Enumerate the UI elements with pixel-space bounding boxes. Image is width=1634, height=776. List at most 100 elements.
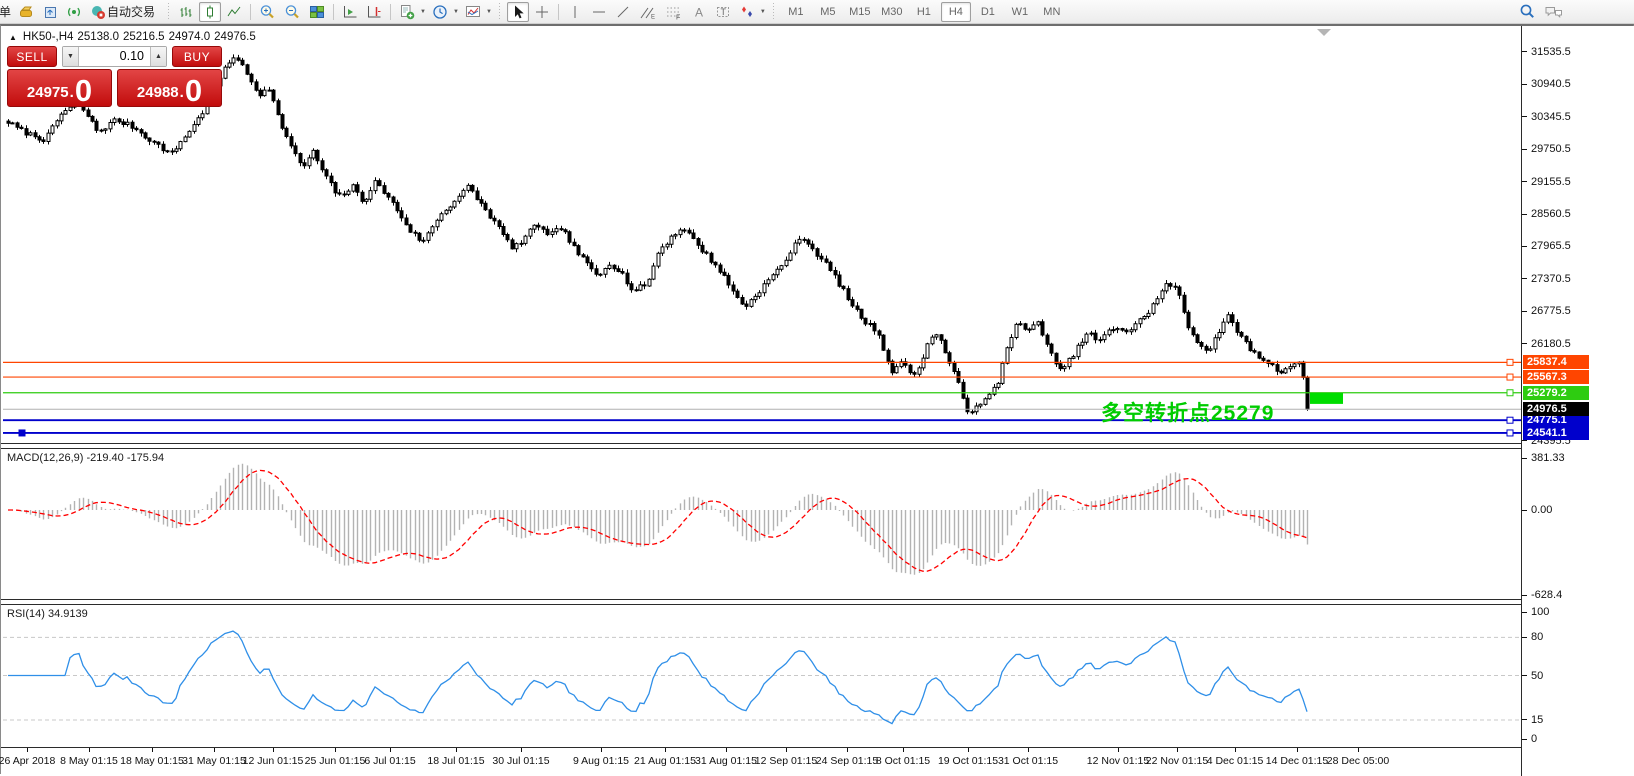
templates-button[interactable] [462,2,484,22]
axis-tick-mark [1522,719,1527,721]
timeframe-m30-button[interactable]: M30 [881,5,903,18]
svg-text:A: A [695,5,703,19]
auto-scroll-button[interactable] [339,2,361,22]
time-axis-tick [601,748,602,752]
timeframe-w1-button[interactable]: W1 [1011,5,1029,18]
templates-dropdown-icon[interactable]: ▼ [485,8,492,15]
price-level-label[interactable]: 24775.1 [1523,413,1589,428]
volume-value[interactable]: 0.10 [119,49,144,63]
chart-annotation-text[interactable]: 多空转折点25279 [1101,402,1275,425]
axis-tick-mark [1522,738,1527,740]
timeframe-m1-button[interactable]: M1 [788,5,804,18]
ohlc-open: 25138.0 [77,31,119,43]
signal-icon[interactable] [63,2,85,22]
axis-tick-label: 30940.5 [1531,78,1571,91]
main-price-chart[interactable] [3,28,1521,443]
timeframe-m15-button[interactable]: M15 [849,5,871,18]
vertical-line-tool-button[interactable] [564,2,586,22]
time-axis[interactable]: 26 Apr 2018 8 May 01:15 18 May 01:15 31 May… [0,747,1521,776]
toolbar-grip[interactable] [497,2,502,21]
buy-button[interactable]: BUY [172,46,222,67]
trendline-tool-button[interactable] [612,2,634,22]
add-indicator-button[interactable] [396,2,418,22]
timeframe-h1-button[interactable]: H1 [916,5,931,18]
crosshair-tool-button[interactable] [531,2,553,22]
timeframe-h4-button[interactable]: H4 [940,1,971,22]
candlestick-chart-type-button[interactable] [199,1,222,22]
line-chart-type-button[interactable] [223,2,245,22]
timeframe-mn-button[interactable]: MN [1043,5,1061,18]
time-axis-tick [968,748,969,752]
sell-button[interactable]: SELL [7,46,57,67]
hline-handle [18,429,26,437]
axis-tick-label: 27370.5 [1531,272,1571,285]
add-indicator-dropdown-icon[interactable]: ▼ [420,8,426,15]
time-axis-tick [903,748,904,752]
chart-shift-button[interactable] [363,2,385,22]
axis-tick-mark [1522,509,1527,511]
text-tool-button[interactable]: A [688,2,710,22]
gold-book-icon[interactable] [15,2,37,22]
tile-windows-button[interactable] [306,2,328,22]
axis-tick-label: -628.4 [1531,589,1563,602]
time-axis-label: 18 May 01:15 [120,755,184,767]
arrows-tool-button[interactable] [736,2,758,22]
price-level-label[interactable]: 25279.2 [1523,385,1589,400]
bid-price-big-digit: 0 [74,72,93,108]
price-level-label[interactable]: 24541.1 [1523,425,1589,440]
bid-price-button[interactable]: 24975. 0 [7,69,112,107]
macd-indicator-label: MACD(12,26,9) -219.40 -175.94 [7,452,165,464]
periods-dropdown-icon[interactable]: ▼ [452,8,459,15]
periods-button[interactable] [429,2,451,22]
bar-chart-type-button[interactable] [175,2,197,22]
auto-trading-button[interactable]: 自动交易 [87,2,161,22]
time-axis-label: 12 Jun 01:15 [242,755,304,767]
ohlc-close: 24976.5 [214,31,256,43]
chat-icon[interactable] [1541,2,1567,22]
text-label-tool-button[interactable]: T [712,2,734,22]
price-level-label[interactable]: 25837.4 [1523,355,1589,370]
time-axis-label: 22 Nov 01:15 [1145,755,1209,767]
toolbar-grip[interactable] [771,2,776,21]
time-axis-label: 31 Aug 01:15 [695,755,757,767]
timeframe-toolbar: M1 M5 M15 M30 H1 H4 D1 W1 MN [780,1,1068,22]
equidistant-channel-tool-button[interactable]: E [636,2,660,22]
timeframe-m5-button[interactable]: M5 [820,5,836,18]
chart-shift-marker-icon[interactable] [1317,29,1331,36]
search-icon[interactable] [1516,2,1539,22]
publish-chart-icon[interactable] [39,2,61,22]
price-level-label[interactable]: 24976.5 [1523,402,1589,417]
volume-decrease-button[interactable]: ▼ [63,47,79,66]
toolbar-separator [250,3,252,20]
fibonacci-tool-button[interactable]: F [662,2,686,22]
collapse-trade-panel-icon[interactable]: ▲ [9,33,17,42]
cursor-tool-button[interactable] [506,1,529,22]
chart-window: ▲ HK50-,H4 25138.0 25216.5 24974.0 24976.5 SE… [0,24,1634,776]
price-axis[interactable]: 31535.5 30940.5 30345.5 29750.5 29155.5 28560… [1521,26,1634,776]
toolbar-grip[interactable] [166,2,171,21]
new-order-button[interactable]: 订单 [0,5,12,19]
toolbar-separator [333,3,335,20]
volume-increase-button[interactable]: ▲ [150,47,166,66]
time-axis-label: 25 Jun 01:15 [304,755,366,767]
ask-price-button[interactable]: 24988. 0 [117,69,222,107]
panel-separator[interactable] [1,599,1521,605]
ask-price-dot: . [179,84,184,101]
bid-price-main: 24975 [26,84,69,101]
axis-tick-label: 30345.5 [1531,110,1571,123]
price-level-label[interactable]: 25567.3 [1523,370,1589,385]
time-axis-tick [1028,748,1029,752]
axis-tick-label: 28560.5 [1531,208,1571,221]
axis-tick-label: 27965.5 [1531,240,1571,253]
horizontal-line-tool-button[interactable] [588,2,610,22]
timeframe-d1-button[interactable]: D1 [980,5,995,18]
arrows-dropdown-icon[interactable]: ▼ [759,8,766,15]
rsi-indicator-panel[interactable] [3,605,1521,747]
time-axis-tick [1235,748,1236,752]
zoom-in-button[interactable] [256,2,279,22]
zoom-out-button[interactable] [281,2,304,22]
hline-handle [1506,429,1514,437]
macd-indicator-panel[interactable] [3,449,1521,599]
time-axis-tick [214,748,215,752]
panel-separator[interactable] [1,443,1521,449]
